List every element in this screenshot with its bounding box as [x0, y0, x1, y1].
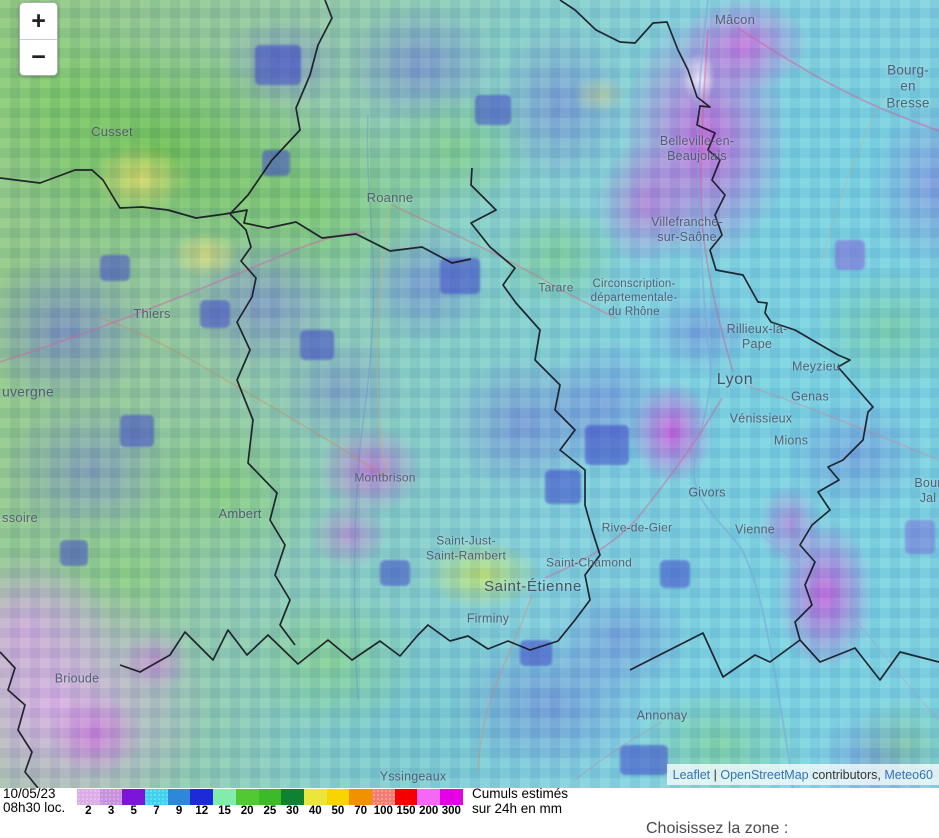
legend-swatch	[281, 789, 304, 805]
legend-stop-15: 15	[213, 789, 236, 817]
legend-value: 100	[373, 805, 393, 817]
meteo60-link[interactable]: Meteo60	[884, 767, 933, 782]
precipitation-overlay	[0, 0, 939, 788]
legend-stop-7: 7	[145, 789, 168, 817]
zoom-out-button[interactable]: −	[20, 39, 57, 75]
precipitation-pixel-patch	[440, 258, 480, 294]
legend-swatch	[145, 789, 168, 805]
zoom-in-button[interactable]: +	[20, 3, 57, 39]
precipitation-pixel-patch	[660, 560, 690, 588]
legend-stop-100: 100	[371, 789, 395, 817]
legend-stop-9: 9	[167, 789, 191, 817]
precipitation-pixel-patch	[380, 560, 410, 586]
legend-value: 150	[396, 805, 416, 817]
legend-value: 70	[354, 805, 367, 817]
legend-stop-150: 150	[394, 789, 418, 817]
attribution-contributors: contributors,	[808, 767, 885, 782]
legend-color-scale: 2 3 5 7 9 12 15 20 25 30 40 50 70 100 150 200 300	[77, 789, 463, 817]
roads	[0, 27, 939, 781]
legend-stop-2: 2	[77, 789, 100, 817]
legend-stop-40: 40	[303, 789, 327, 817]
legend-value: 25	[263, 805, 277, 817]
precipitation-pixel-patch	[255, 45, 301, 85]
precipitation-pixel-patch	[585, 425, 629, 465]
legend-date: 10/05/23 08h30 loc.	[3, 787, 65, 815]
legend-swatch	[394, 789, 418, 805]
department-borders	[0, 0, 939, 788]
legend-swatch	[190, 789, 214, 805]
legend-value: 50	[331, 805, 345, 817]
legend-value: 20	[240, 805, 254, 817]
precipitation-pixel-patch	[620, 745, 668, 775]
legend-stop-300: 300	[440, 789, 463, 817]
legend-value: 15	[218, 805, 231, 817]
weather-map[interactable]: Cusset Thiers uvergne ssoire Ambert Roanne Mon…	[0, 0, 939, 788]
map-attribution: Leaflet | OpenStreetMap contributors, Me…	[666, 764, 939, 785]
legend-swatch	[213, 789, 236, 805]
leaflet-link[interactable]: Leaflet	[672, 767, 711, 782]
legend-date-line1: 10/05/23	[3, 786, 56, 801]
legend-value: 5	[130, 805, 137, 817]
legend-value: 12	[195, 805, 209, 817]
legend-caption-line2: sur 24h en mm	[472, 800, 563, 816]
legend-swatch	[440, 789, 463, 805]
precipitation-pixel-patch	[200, 300, 230, 328]
legend-value: 2	[85, 805, 92, 817]
legend-value: 40	[308, 805, 322, 817]
river-saone-rhone	[692, 0, 794, 788]
legend-value: 9	[175, 805, 183, 817]
map-lines-layer	[0, 0, 939, 788]
precipitation-pixel-patch	[300, 330, 334, 360]
legend-swatch	[258, 789, 282, 805]
precipitation-pixel-patch	[120, 415, 154, 447]
legend-swatch	[167, 789, 191, 805]
legend-value: 200	[419, 805, 439, 817]
choose-zone-label: Choisissez la zone :	[646, 820, 789, 837]
precipitation-pixel-patch	[262, 150, 290, 176]
legend-stop-200: 200	[417, 789, 440, 817]
legend-swatch	[349, 789, 372, 805]
precipitation-pixel-patch	[100, 255, 130, 281]
precipitation-pixel-patch	[60, 540, 88, 566]
legend-caption-line1: Cumuls estimés	[472, 786, 569, 801]
legend-stop-5: 5	[122, 789, 146, 817]
legend-stop-70: 70	[349, 789, 372, 817]
legend-swatch	[99, 789, 123, 805]
river-loire	[353, 114, 375, 701]
precipitation-pixel-patch	[545, 470, 581, 504]
legend-date-line2: 08h30 loc.	[3, 800, 66, 815]
legend-stop-25: 25	[258, 789, 282, 817]
legend-swatch	[326, 789, 350, 805]
legend-swatch	[122, 789, 146, 805]
legend-stop-30: 30	[281, 789, 304, 817]
legend-stop-20: 20	[235, 789, 259, 817]
zoom-control: + −	[19, 2, 58, 76]
legend-value: 7	[153, 805, 160, 817]
legend-swatch	[303, 789, 327, 805]
legend-value: 300	[441, 805, 461, 817]
legend-stop-50: 50	[326, 789, 350, 817]
legend-swatch	[235, 789, 259, 805]
precipitation-pixel-patch	[835, 240, 865, 270]
precipitation-pixel-patch	[475, 95, 511, 125]
legend-value: 30	[286, 805, 299, 817]
attribution-separator: |	[710, 767, 721, 782]
legend-stop-12: 12	[190, 789, 214, 817]
legend-stop-3: 3	[99, 789, 123, 817]
legend-swatch	[77, 789, 100, 805]
legend-swatch	[417, 789, 440, 805]
openstreetmap-link[interactable]: OpenStreetMap	[720, 767, 809, 782]
legend-swatch	[371, 789, 395, 805]
legend-caption: Cumuls estimés sur 24h en mm	[472, 786, 569, 816]
legend-value: 3	[107, 805, 115, 817]
precipitation-pixel-patch	[905, 520, 935, 554]
